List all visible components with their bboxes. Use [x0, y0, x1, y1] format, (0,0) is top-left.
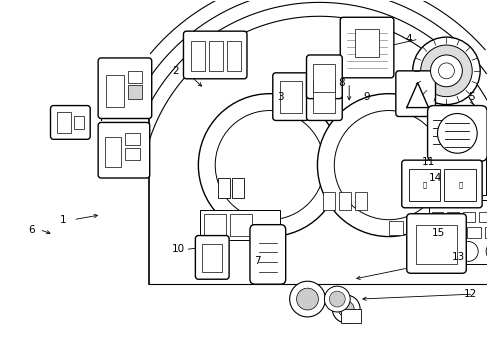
Text: 2: 2: [172, 66, 179, 76]
Bar: [200, 210, 279, 239]
Text: 10: 10: [172, 244, 184, 255]
Circle shape: [420, 45, 471, 96]
Text: 13: 13: [451, 252, 464, 262]
Bar: [124, 133, 140, 145]
Bar: [408, 169, 440, 201]
Bar: [128, 71, 142, 83]
Bar: [478, 212, 488, 222]
FancyBboxPatch shape: [98, 58, 151, 118]
Text: 6: 6: [28, 225, 35, 235]
Bar: [204, 214, 225, 235]
Circle shape: [324, 286, 349, 312]
Circle shape: [429, 242, 449, 261]
Circle shape: [198, 94, 341, 237]
Bar: [57, 112, 71, 133]
Bar: [354, 192, 366, 210]
Bar: [431, 227, 445, 238]
Bar: [462, 212, 474, 222]
FancyBboxPatch shape: [395, 71, 435, 117]
Circle shape: [332, 295, 359, 323]
Bar: [124, 148, 140, 160]
Bar: [313, 64, 335, 92]
Bar: [209, 41, 223, 71]
Circle shape: [296, 288, 318, 310]
Bar: [448, 227, 462, 238]
Circle shape: [429, 55, 461, 87]
Bar: [230, 214, 251, 235]
Circle shape: [485, 242, 488, 261]
Circle shape: [338, 301, 353, 317]
Bar: [484, 227, 488, 238]
Text: 11: 11: [421, 157, 434, 167]
Bar: [128, 85, 142, 99]
FancyBboxPatch shape: [340, 17, 393, 78]
Bar: [279, 81, 301, 113]
FancyBboxPatch shape: [406, 214, 466, 273]
FancyBboxPatch shape: [195, 235, 229, 279]
Text: 3: 3: [277, 92, 284, 102]
Circle shape: [289, 281, 325, 317]
Text: 15: 15: [431, 228, 444, 238]
FancyBboxPatch shape: [272, 73, 308, 121]
Bar: [431, 212, 443, 222]
Bar: [447, 212, 458, 222]
Bar: [354, 29, 378, 57]
Bar: [323, 192, 335, 210]
Text: 4: 4: [405, 34, 411, 44]
FancyBboxPatch shape: [306, 73, 342, 121]
FancyBboxPatch shape: [427, 105, 486, 161]
Bar: [427, 200, 488, 264]
Circle shape: [457, 242, 477, 261]
Bar: [255, 224, 275, 231]
Circle shape: [437, 113, 476, 153]
Text: ⓟ: ⓟ: [422, 182, 426, 188]
Text: ⓟ: ⓟ: [457, 182, 462, 188]
Bar: [202, 244, 222, 272]
FancyBboxPatch shape: [183, 31, 246, 79]
Bar: [218, 178, 230, 198]
Text: 9: 9: [363, 92, 369, 102]
Text: 8: 8: [337, 78, 344, 88]
Circle shape: [328, 291, 345, 307]
FancyBboxPatch shape: [249, 225, 285, 284]
Bar: [388, 221, 402, 235]
Bar: [226, 41, 241, 71]
FancyBboxPatch shape: [401, 160, 481, 208]
Bar: [444, 169, 475, 201]
Text: 1: 1: [60, 215, 66, 225]
Bar: [106, 75, 123, 107]
Bar: [74, 116, 84, 129]
Text: 7: 7: [254, 256, 261, 266]
Text: 12: 12: [463, 289, 476, 299]
Bar: [415, 225, 456, 264]
Bar: [191, 41, 205, 71]
Circle shape: [438, 63, 453, 79]
FancyBboxPatch shape: [50, 105, 90, 139]
Circle shape: [215, 111, 324, 220]
Circle shape: [317, 94, 459, 237]
Text: 14: 14: [428, 173, 441, 183]
Text: 5: 5: [467, 92, 473, 102]
Bar: [341, 309, 360, 323]
Bar: [467, 227, 480, 238]
Bar: [339, 192, 350, 210]
Bar: [438, 155, 485, 195]
FancyBboxPatch shape: [306, 55, 342, 99]
Bar: [105, 137, 121, 167]
Circle shape: [334, 111, 443, 220]
FancyBboxPatch shape: [98, 122, 149, 178]
Bar: [313, 81, 335, 113]
Circle shape: [412, 37, 479, 105]
Bar: [232, 178, 244, 198]
